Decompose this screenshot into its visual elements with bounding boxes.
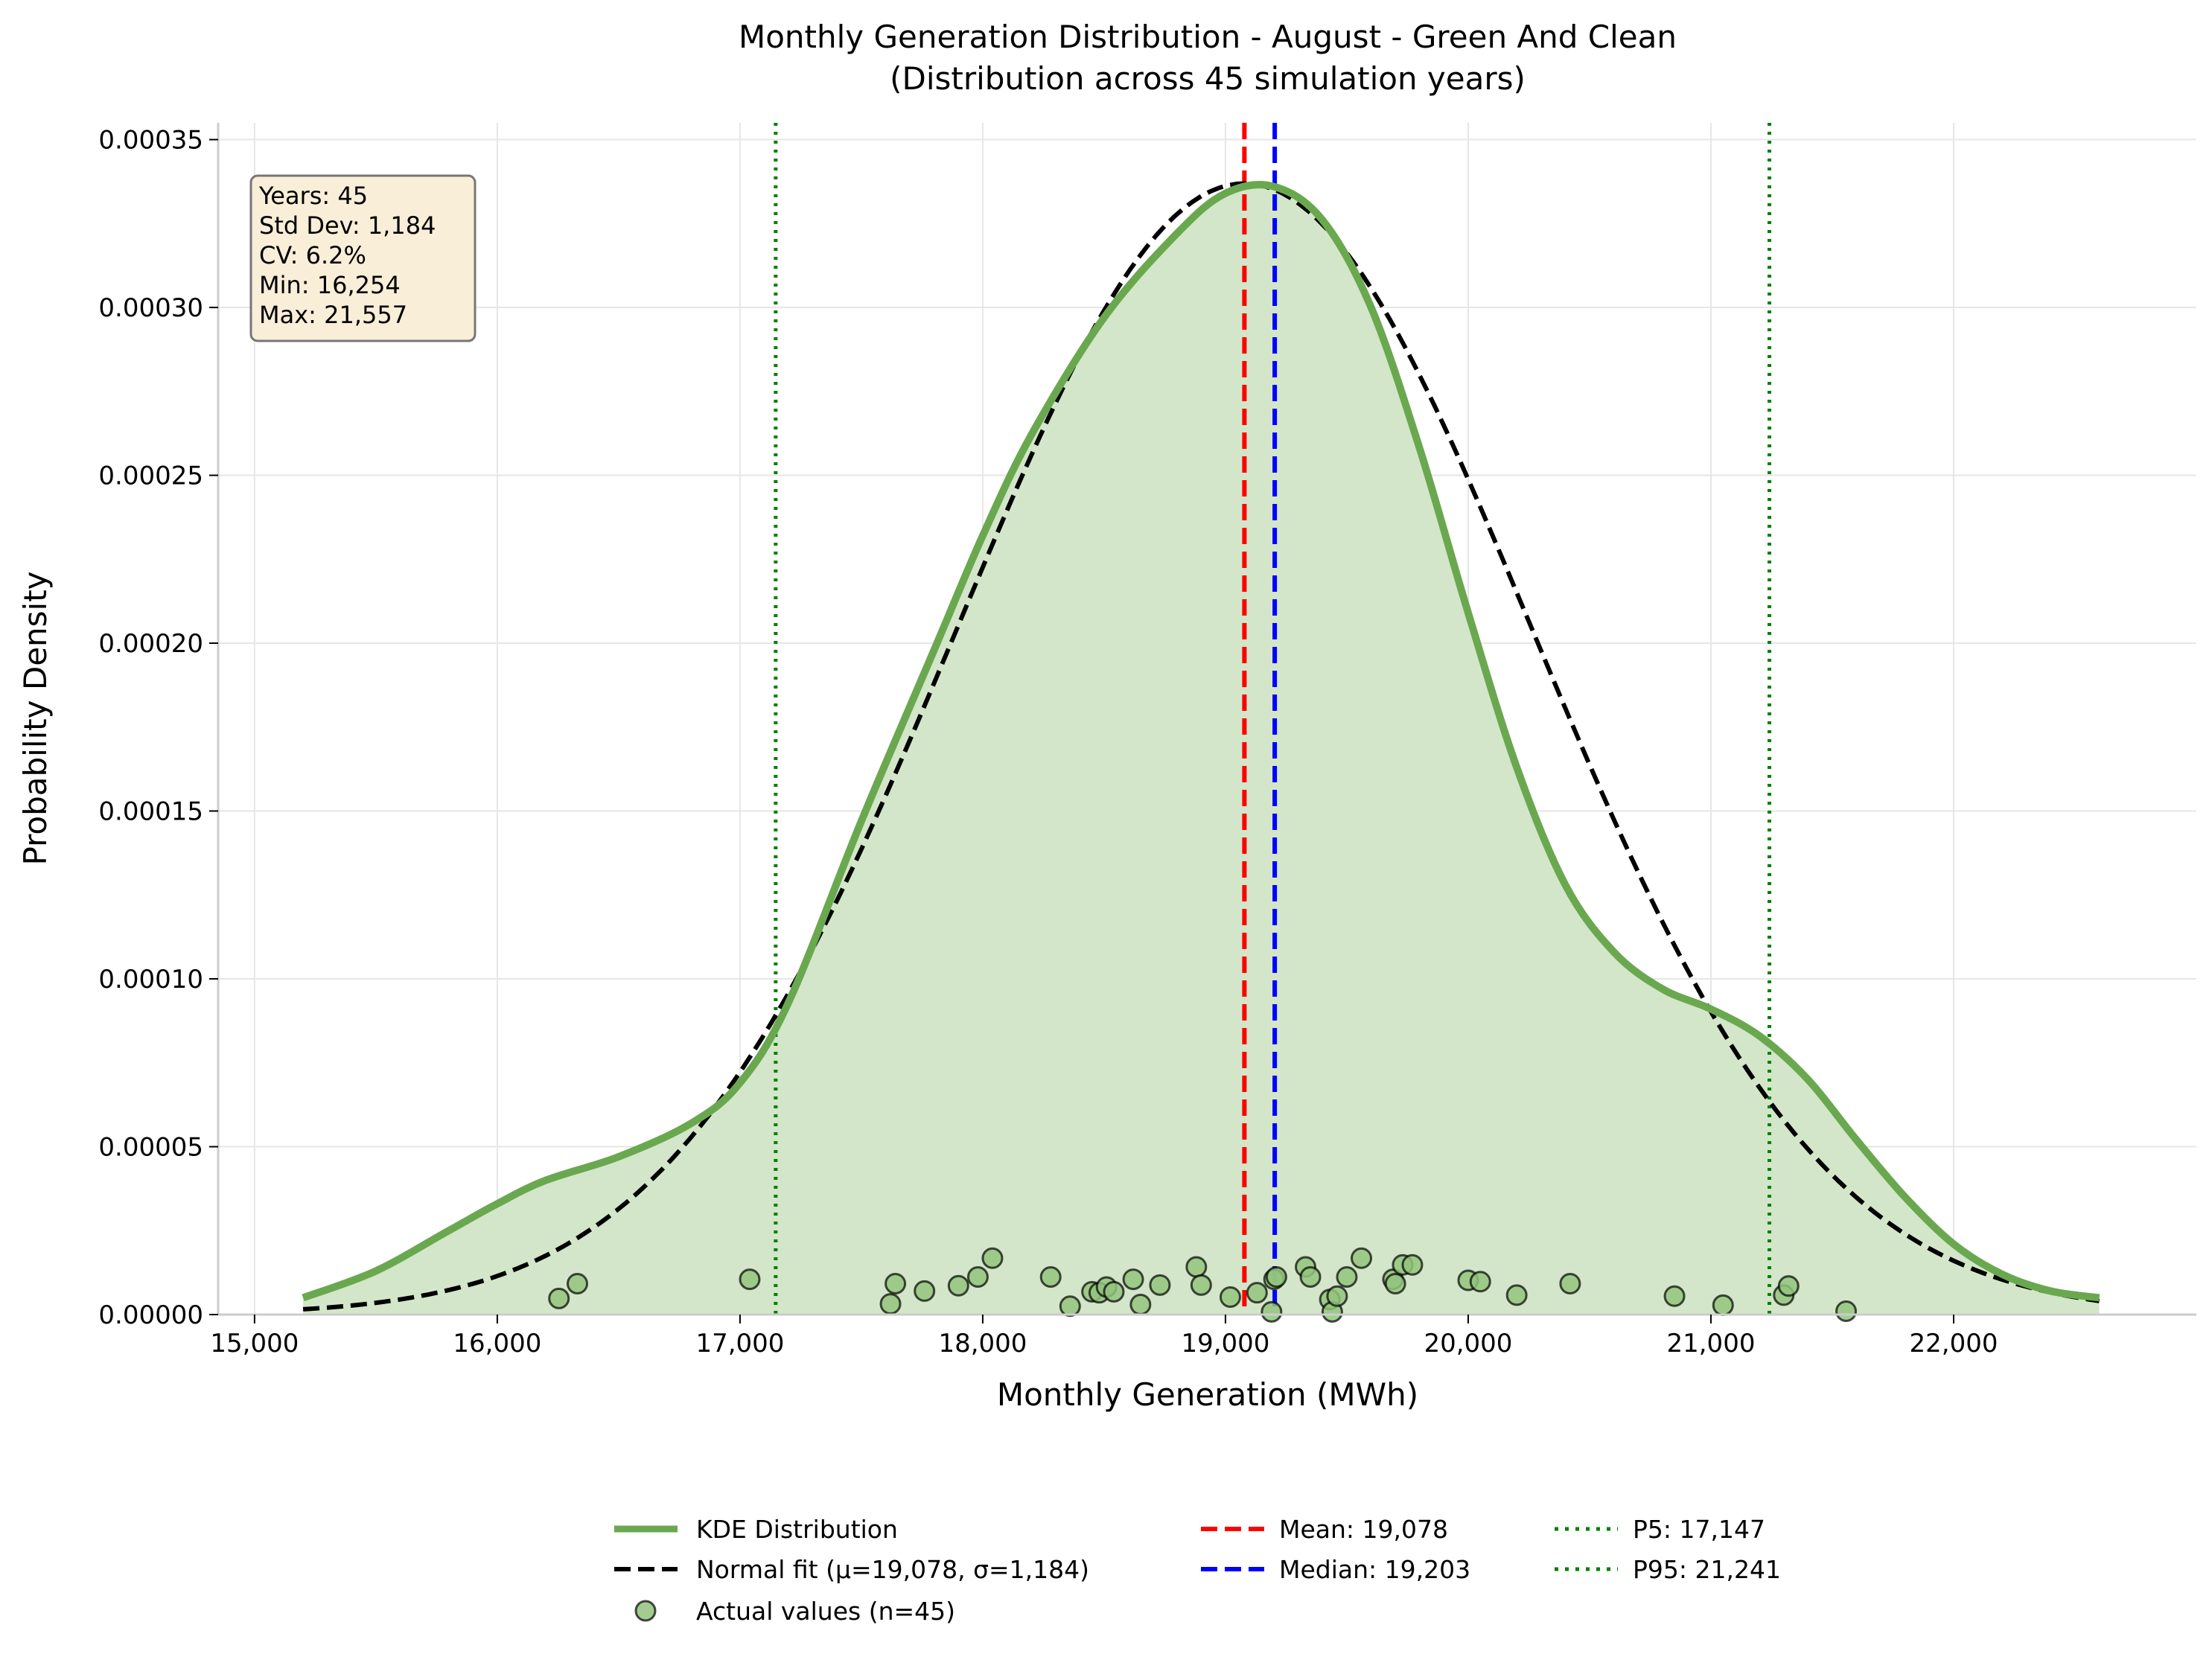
kde-fill-layer — [303, 185, 2100, 1315]
chart-subtitle: (Distribution across 45 simulation years… — [890, 60, 1526, 97]
actual-value-point-39 — [1559, 1273, 1581, 1295]
actual-value-point-4 — [885, 1273, 907, 1295]
chart-title: Monthly Generation Distribution - August… — [739, 19, 1677, 55]
actual-value-point-5 — [914, 1280, 936, 1302]
actual-value-point-33 — [1384, 1273, 1406, 1295]
y-tick-label-3: 0.00015 — [98, 797, 203, 827]
stats-box: Years: 45 Std Dev: 1,184 CV: 6.2% Min: 1… — [249, 174, 476, 342]
actual-value-point-8 — [981, 1247, 1004, 1269]
legend-label-mean: Mean: 19,078 — [1279, 1515, 1448, 1544]
actual-value-point-44 — [1835, 1300, 1858, 1322]
legend-label-p5: P5: 17,147 — [1633, 1515, 1765, 1544]
x-tick-label-2: 17,000 — [695, 1329, 784, 1358]
kde-curve — [302, 181, 2100, 1302]
actual-value-point-3 — [879, 1293, 902, 1315]
actual-value-point-0 — [548, 1287, 570, 1309]
actual-value-point-7 — [966, 1265, 989, 1288]
actual-value-point-24 — [1265, 1265, 1287, 1288]
x-axis-ticks: 15,000 16,000 17,000 18,000 19,000 20,000 21,0… — [210, 1315, 1998, 1358]
stats-max: Max: 21,557 — [259, 301, 407, 329]
stats-cv: CV: 6.2% — [259, 241, 366, 269]
actual-value-point-29 — [1326, 1285, 1348, 1307]
actual-value-point-35 — [1401, 1254, 1424, 1276]
y-tick-label-7: 0.00035 — [98, 126, 203, 156]
actual-value-point-21 — [1246, 1282, 1268, 1304]
actual-value-point-15 — [1122, 1268, 1144, 1291]
actual-values-points — [548, 1247, 1858, 1323]
actual-value-point-22 — [1260, 1300, 1283, 1323]
axes — [217, 123, 2196, 1316]
actual-value-point-40 — [1663, 1285, 1686, 1307]
legend-label-normal: Normal fit (μ=19,078, σ=1,184) — [696, 1555, 1089, 1584]
y-tick-label-5: 0.00025 — [98, 462, 203, 491]
stats-box-background — [249, 174, 476, 342]
y-tick-label-0: 0.00000 — [98, 1300, 203, 1330]
actual-value-point-20 — [1219, 1286, 1241, 1309]
stats-years: Years: 45 — [258, 182, 368, 210]
actual-value-point-18 — [1185, 1256, 1208, 1278]
reference-lines — [774, 123, 1772, 1315]
x-axis-label: Monthly Generation (MWh) — [997, 1376, 1418, 1413]
legend-swatch-actual — [634, 1600, 657, 1622]
y-tick-label-4: 0.00020 — [98, 629, 203, 659]
actual-value-point-37 — [1469, 1271, 1491, 1293]
actual-value-point-26 — [1299, 1265, 1322, 1288]
legend-label-actual: Actual values (n=45) — [696, 1597, 955, 1626]
x-tick-label-0: 15,000 — [210, 1329, 299, 1358]
y-axis-ticks: 0.00000 0.00005 0.00010 0.00015 0.00020 0.000… — [98, 126, 218, 1330]
actual-value-point-6 — [947, 1274, 969, 1297]
actual-value-point-16 — [1129, 1293, 1152, 1315]
legend: KDE Distribution Normal fit (μ=19,078, σ… — [614, 1515, 1781, 1626]
kde-area-fill — [303, 185, 2100, 1315]
x-tick-label-5: 20,000 — [1424, 1329, 1512, 1358]
actual-value-point-43 — [1777, 1275, 1800, 1297]
actual-value-point-10 — [1059, 1295, 1081, 1318]
actual-value-point-30 — [1336, 1265, 1358, 1288]
stats-min: Min: 16,254 — [259, 271, 401, 299]
normal-fit-curve — [302, 181, 2100, 1312]
x-tick-label-7: 22,000 — [1910, 1329, 1998, 1358]
legend-label-kde: KDE Distribution — [696, 1515, 898, 1544]
y-axis-label: Probability Density — [17, 571, 54, 865]
actual-value-point-41 — [1712, 1294, 1734, 1316]
actual-value-point-17 — [1149, 1274, 1171, 1296]
curves-layer — [302, 181, 2100, 1312]
actual-value-point-31 — [1351, 1247, 1373, 1269]
y-tick-label-1: 0.00005 — [98, 1133, 203, 1163]
x-tick-label-4: 19,000 — [1181, 1329, 1269, 1358]
stats-std-dev: Std Dev: 1,184 — [259, 211, 436, 240]
legend-label-p95: P95: 21,241 — [1633, 1555, 1781, 1584]
actual-value-point-38 — [1505, 1284, 1528, 1306]
actual-value-point-19 — [1190, 1274, 1212, 1296]
actual-value-point-2 — [739, 1268, 761, 1291]
actual-value-point-9 — [1039, 1265, 1062, 1288]
actual-value-point-14 — [1103, 1280, 1125, 1303]
x-tick-label-1: 16,000 — [453, 1329, 541, 1358]
legend-label-median: Median: 19,203 — [1279, 1555, 1470, 1584]
y-tick-label-6: 0.00030 — [98, 293, 203, 323]
x-tick-label-6: 21,000 — [1666, 1329, 1755, 1358]
y-tick-label-2: 0.00010 — [98, 965, 203, 994]
x-tick-label-3: 18,000 — [938, 1329, 1027, 1358]
actual-value-point-1 — [566, 1273, 588, 1295]
